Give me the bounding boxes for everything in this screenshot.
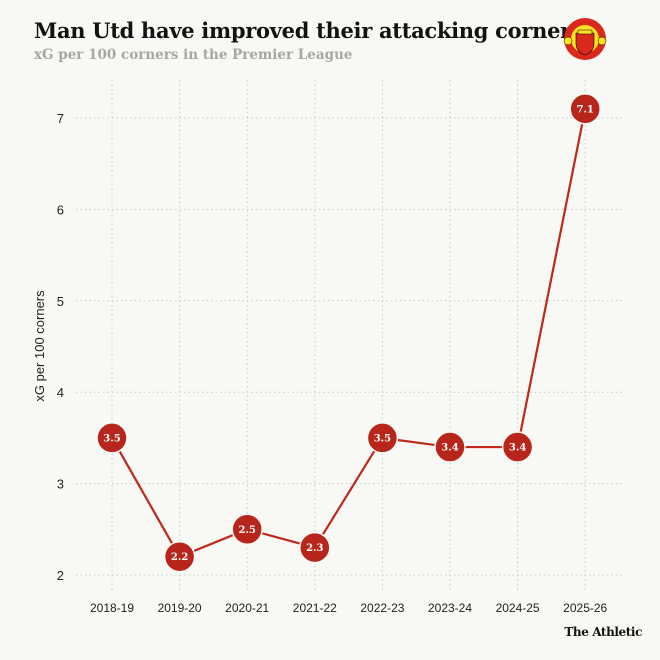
data-label: 3.4 — [441, 443, 458, 454]
y-tick-label: 7 — [57, 111, 64, 126]
y-axis-label: xG per 100 corners — [32, 290, 47, 402]
y-tick-label: 6 — [57, 202, 64, 217]
credit-logo: The Athletic — [564, 625, 642, 639]
data-point-marker — [299, 531, 331, 564]
chart-title: Man Utd have improved their attacking co… — [34, 18, 583, 43]
data-point-marker — [434, 431, 466, 463]
data-label: 2.5 — [238, 525, 255, 536]
x-tick-label: 2019-20 — [158, 601, 202, 615]
data-label: 3.5 — [374, 433, 391, 444]
x-tick-label: 2024-25 — [496, 601, 540, 615]
data-point-marker — [366, 422, 399, 454]
manchester-united-crest-icon — [563, 18, 607, 60]
data-point-marker — [231, 513, 263, 546]
y-tick-label: 3 — [57, 477, 64, 492]
data-point-marker — [163, 540, 196, 573]
data-label: 2.3 — [306, 543, 323, 554]
x-tick-label: 2020-21 — [225, 601, 269, 615]
y-tick-label: 4 — [57, 385, 64, 400]
y-tick-label: 5 — [57, 294, 64, 309]
data-label: 7.1 — [576, 104, 593, 115]
x-tick-label: 2018-19 — [90, 601, 134, 615]
data-point-marker — [569, 93, 601, 125]
chart-subtitle: xG per 100 corners in the Premier League — [34, 47, 353, 63]
series-line — [111, 108, 587, 559]
data-point-marker — [96, 422, 128, 454]
data-label: 3.5 — [103, 433, 120, 444]
data-label: 2.2 — [171, 552, 188, 563]
data-label: 3.4 — [509, 443, 526, 454]
x-tick-label: 2023-24 — [428, 601, 472, 615]
data-point-marker — [501, 431, 534, 463]
x-tick-label: 2025-26 — [563, 601, 607, 615]
y-tick-label: 2 — [57, 568, 64, 583]
x-tick-label: 2021-22 — [293, 601, 337, 615]
x-tick-label: 2022-23 — [360, 601, 404, 615]
